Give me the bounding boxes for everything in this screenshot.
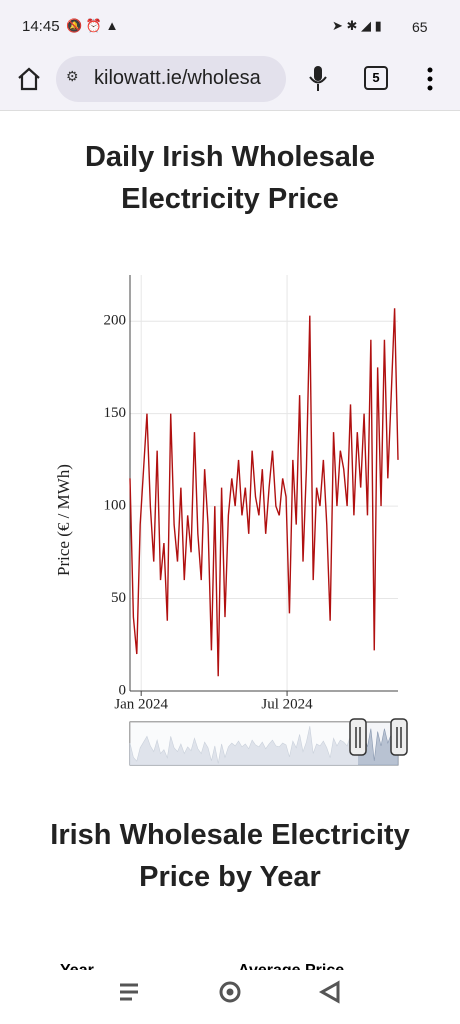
range-handle[interactable] <box>390 718 408 756</box>
nav-bar <box>0 970 460 1024</box>
x-tick-label: Jan 2024 <box>114 696 168 712</box>
range-handle[interactable] <box>349 718 367 756</box>
address-bar: ⚙ kilowatt.ie/wholesa 5 <box>0 52 460 111</box>
chart: Price (€ / MWh) 0 50 100 150 200 Jan 2024 Jul … <box>54 275 408 766</box>
section-heading: Irish Wholesale Electricity Price by Yea… <box>50 819 410 893</box>
nav-icons <box>120 980 340 1004</box>
voice-button[interactable] <box>306 64 330 94</box>
back-nav[interactable] <box>318 980 340 1004</box>
y-tick-label: 200 <box>104 313 127 329</box>
battery: 65 <box>412 19 428 35</box>
chart-title: Daily Irish Wholesale Electricity Price <box>84 141 376 215</box>
clock: 14:45 <box>22 18 60 35</box>
range-mask <box>130 722 358 765</box>
url-field[interactable]: ⚙ kilowatt.ie/wholesa <box>56 56 286 102</box>
signal-icons: ➤ ✱ ◢ ▮ <box>332 18 382 33</box>
y-tick-label: 100 <box>104 498 127 514</box>
menu-button[interactable] <box>424 66 436 92</box>
home-nav[interactable] <box>219 981 241 1003</box>
home-button[interactable] <box>16 66 42 92</box>
x-tick-label: Jul 2024 <box>261 696 313 712</box>
y-tick-label: 0 <box>119 682 127 698</box>
status-bar: 14:45 🔕 ⏰ ▲ ➤ ✱ ◢ ▮ 65 <box>0 0 460 52</box>
y-tick-label: 150 <box>104 405 127 421</box>
status-icons: 🔕 ⏰ ▲ <box>66 18 119 33</box>
site-info-icon[interactable]: ⚙ <box>66 68 79 84</box>
url: kilowatt.ie/wholesa <box>94 67 261 89</box>
price-line <box>129 308 399 677</box>
recent-apps[interactable] <box>120 983 138 1001</box>
y-tick-label: 50 <box>111 590 126 606</box>
y-axis-label: Price (€ / MWh) <box>54 464 73 576</box>
tab-count[interactable]: 5 <box>364 66 388 90</box>
